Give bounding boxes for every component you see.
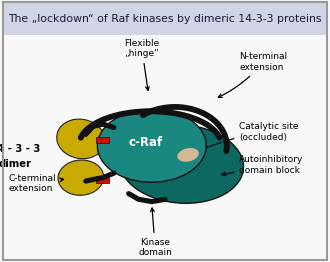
Text: Kinase
domain: Kinase domain	[138, 208, 172, 258]
Ellipse shape	[97, 109, 206, 182]
Text: Catalytic site
(occluded): Catalytic site (occluded)	[199, 122, 299, 151]
Bar	[96, 137, 109, 143]
Text: N-terminal
extension: N-terminal extension	[218, 52, 287, 97]
Ellipse shape	[58, 160, 104, 195]
Text: 14 - 3 - 3: 14 - 3 - 3	[0, 144, 40, 154]
Bar	[96, 176, 109, 183]
Text: The „lockdown“ of Raf kinases by dimeric 14-3-3 proteins: The „lockdown“ of Raf kinases by dimeric…	[8, 14, 322, 24]
Ellipse shape	[119, 125, 244, 203]
Ellipse shape	[177, 148, 199, 162]
Text: Flexible
„hinge“: Flexible „hinge“	[124, 39, 159, 90]
Ellipse shape	[57, 119, 105, 159]
Text: c-Raf: c-Raf	[128, 136, 162, 149]
Text: dimer: dimer	[0, 159, 31, 169]
Text: C-terminal
extension: C-terminal extension	[8, 174, 63, 193]
Text: Autoinhibitory
domain block: Autoinhibitory domain block	[222, 155, 304, 176]
